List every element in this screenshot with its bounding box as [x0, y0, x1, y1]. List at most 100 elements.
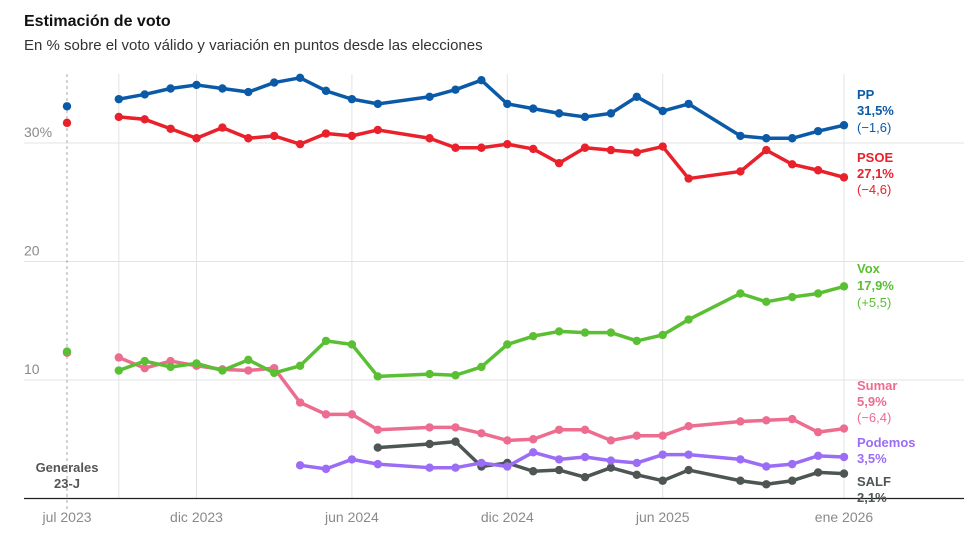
data-point-podemos — [477, 458, 486, 468]
data-point-sumar — [529, 435, 538, 444]
data-point-podemos — [658, 450, 667, 459]
data-point-sumar — [813, 427, 823, 437]
data-point-vox — [839, 282, 849, 291]
data-point-psoe — [270, 131, 279, 141]
data-point-podemos — [425, 463, 434, 472]
data-point-sumar — [244, 366, 253, 375]
data-point-vox — [736, 289, 745, 298]
data-point-pp — [373, 99, 382, 109]
series-label-psoe: PSOE — [857, 150, 893, 165]
series-label-sumar: Sumar — [857, 378, 897, 393]
data-point-psoe — [166, 124, 175, 133]
data-point-pp — [839, 121, 849, 130]
chart-title: Estimación de voto — [24, 13, 171, 30]
data-point-psoe — [813, 166, 823, 175]
data-point-podemos — [606, 456, 616, 465]
data-point-vox — [632, 336, 641, 346]
series-change-vox: (+5,5) — [857, 295, 891, 310]
data-point-salf — [684, 465, 693, 475]
data-point-pp — [451, 85, 460, 94]
data-point-sumar — [658, 431, 667, 440]
data-point-salf — [373, 443, 382, 452]
data-point-vox — [451, 371, 460, 380]
data-point-vox — [606, 328, 616, 337]
series-value-vox: 17,9% — [857, 278, 894, 293]
data-point-sumar — [684, 422, 693, 431]
data-point-pp — [114, 94, 124, 104]
y-tick-label: 20 — [24, 243, 40, 259]
data-point-salf — [632, 470, 641, 479]
data-point-pp — [503, 99, 512, 109]
data-point-pp — [813, 126, 823, 136]
data-point-podemos — [451, 463, 460, 472]
data-point-pp — [658, 106, 667, 116]
data-point-podemos — [839, 452, 849, 462]
data-point-psoe — [580, 143, 590, 152]
data-point-salf — [839, 469, 849, 478]
data-point-psoe — [321, 129, 331, 138]
series-value-psoe: 27,1% — [857, 166, 894, 181]
data-point-salf — [425, 439, 434, 449]
data-point-salf — [788, 476, 797, 485]
series-label-vox: Vox — [857, 261, 881, 276]
data-point-psoe — [425, 134, 434, 143]
data-point-pp — [140, 90, 149, 99]
y-tick-label: 10 — [24, 361, 40, 377]
data-point-vox — [813, 289, 823, 298]
data-point-vox — [347, 340, 357, 349]
data-point-podemos — [580, 452, 590, 462]
data-point-sumar — [632, 431, 641, 440]
data-point-vox — [295, 361, 305, 370]
x-tick-label: jun 2024 — [324, 509, 379, 525]
data-point-salf — [736, 476, 745, 485]
data-point-sumar — [140, 363, 149, 373]
data-point-vox — [529, 331, 538, 341]
data-point-psoe — [114, 112, 124, 122]
data-point-psoe — [451, 143, 460, 152]
data-point-sumar — [321, 410, 331, 419]
data-point-vox — [192, 359, 201, 368]
data-point-sumar — [295, 398, 305, 407]
data-point-pp — [580, 112, 590, 122]
series-change-pp: (−1,6) — [857, 120, 891, 135]
data-point-psoe — [140, 115, 149, 124]
data-point-vox — [477, 362, 486, 372]
data-point-psoe — [477, 143, 486, 152]
data-point-sumar — [788, 414, 797, 424]
data-point-vox — [425, 369, 434, 379]
data-point-sumar — [451, 423, 460, 432]
data-point-vox — [166, 362, 175, 372]
data-point-pp — [321, 86, 331, 96]
series-value-salf: 2,1% — [857, 490, 887, 505]
data-point-vox — [140, 356, 149, 366]
data-point-vox — [218, 366, 227, 375]
data-point-pp — [270, 78, 279, 87]
data-point-podemos — [684, 450, 693, 459]
election-point-vox — [62, 347, 72, 356]
data-point-psoe — [347, 131, 357, 141]
series-change-sumar: (−6,4) — [857, 410, 891, 425]
data-point-salf — [529, 467, 538, 476]
data-point-pp — [788, 134, 797, 143]
series-label-pp: PP — [857, 87, 875, 102]
data-point-sumar — [606, 436, 616, 445]
data-point-salf — [451, 437, 460, 446]
data-point-podemos — [762, 462, 771, 471]
data-point-sumar — [477, 429, 486, 438]
data-point-vox — [788, 292, 797, 302]
data-point-psoe — [218, 123, 227, 132]
series-change-psoe: (−4,6) — [857, 182, 891, 197]
data-point-psoe — [529, 144, 538, 154]
data-point-sumar — [554, 425, 564, 434]
data-point-pp — [632, 92, 641, 101]
series-line-podemos — [299, 450, 845, 471]
data-point-pp — [762, 134, 771, 143]
data-point-pp — [244, 87, 253, 97]
data-point-podemos — [736, 455, 745, 464]
data-point-sumar — [839, 424, 849, 433]
data-point-vox — [373, 372, 382, 381]
x-tick-label: jul 2023 — [41, 509, 91, 525]
data-point-pp — [684, 99, 693, 109]
data-point-psoe — [839, 173, 849, 182]
